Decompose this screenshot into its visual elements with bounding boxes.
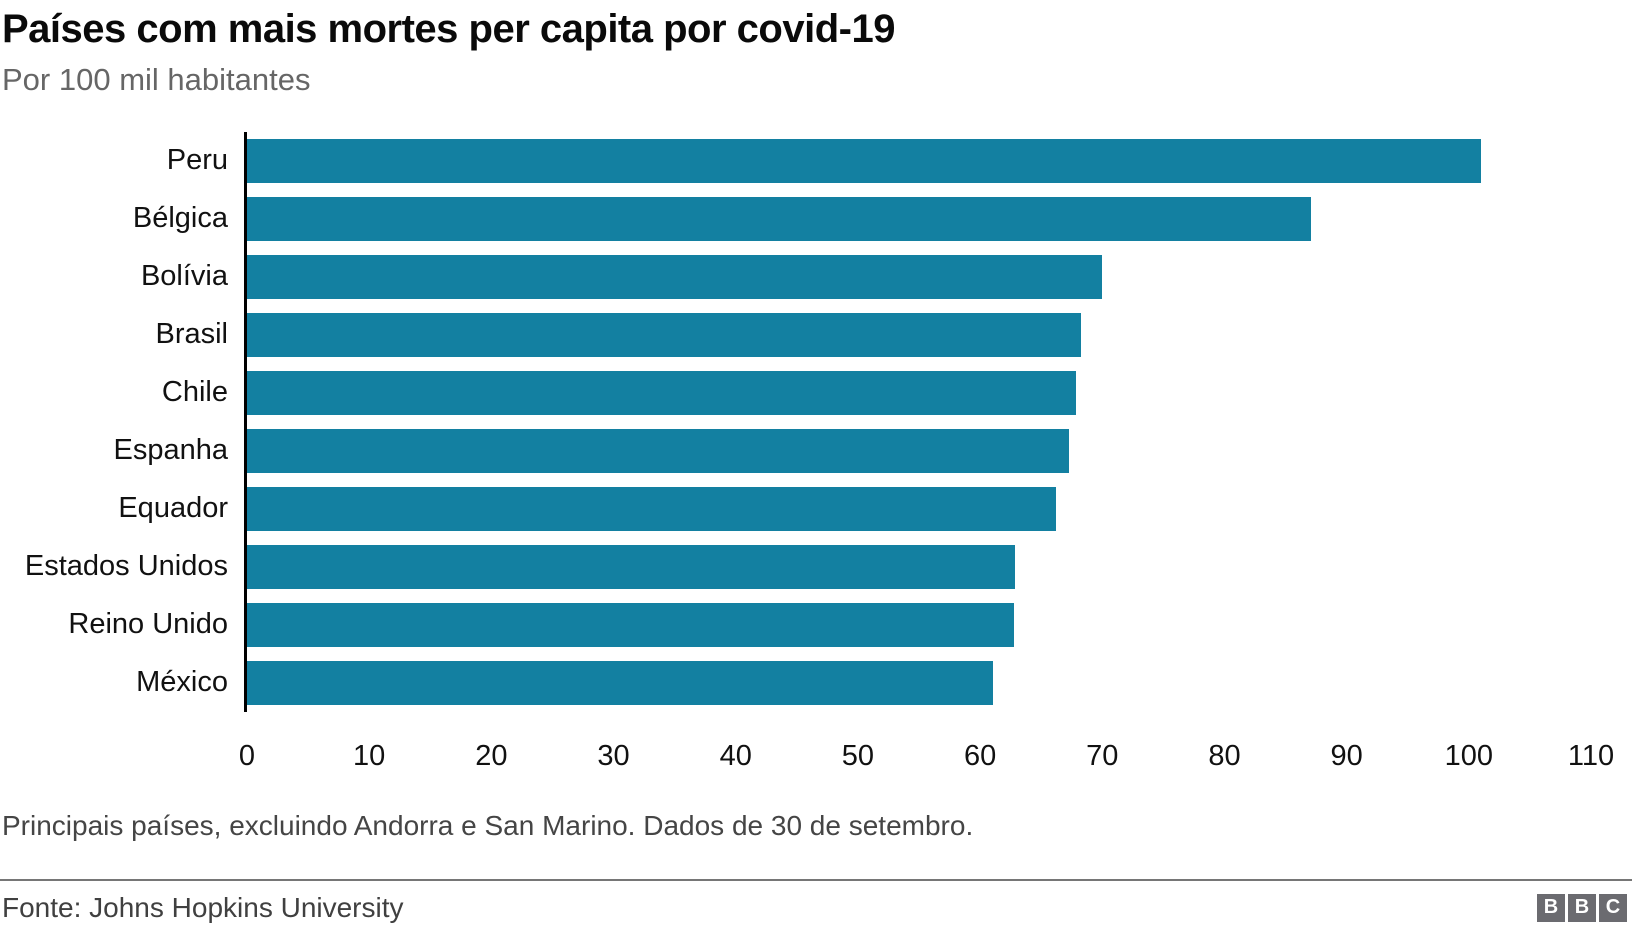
chart-row: México (0, 653, 1591, 712)
bbc-logo-letter: B (1537, 893, 1565, 922)
category-label: Reino Unido (68, 608, 228, 641)
bar-chile (247, 370, 1076, 415)
x-tick-label: 110 (1567, 739, 1615, 772)
chart-footnote: Principais países, excluindo Andorra e S… (2, 809, 974, 841)
bar-brasil (247, 312, 1081, 357)
category-label: Estados Unidos (24, 550, 228, 583)
plot-area (244, 131, 1588, 190)
category-label: Equador (118, 492, 228, 525)
bar-peru (247, 138, 1481, 183)
source-credit: Fonte: Johns Hopkins University (2, 891, 404, 923)
plot-area (244, 653, 1588, 712)
chart-title: Países com mais mortes per capita por co… (2, 7, 895, 51)
plot-area (244, 189, 1588, 248)
x-tick-label: 90 (1330, 739, 1363, 772)
x-tick-label: 20 (475, 739, 508, 772)
x-axis: 0 10 20 30 40 50 60 70 80 90 100 110 (239, 739, 1614, 780)
plot-area (244, 421, 1588, 480)
category-label: Bélgica (132, 202, 228, 235)
chart-row: Espanha (0, 421, 1591, 480)
bar-reino-unido (247, 602, 1014, 647)
bbc-logo-letter: C (1599, 893, 1627, 922)
x-tick-label: 60 (963, 739, 997, 772)
bbc-logo-letter: B (1568, 893, 1596, 922)
chart-row: Reino Unido (0, 595, 1591, 654)
plot-area (244, 479, 1588, 538)
chart-row: Equador (0, 479, 1591, 538)
bar-equador (247, 486, 1057, 531)
bar-espanha (247, 428, 1069, 473)
bar-belgica (247, 196, 1312, 241)
category-label: Bolívia (140, 260, 228, 293)
category-label: Brasil (155, 318, 228, 351)
bar-estados-unidos (247, 544, 1016, 589)
plot-area (244, 537, 1588, 596)
x-tick-label: 80 (1208, 739, 1241, 772)
x-tick-label: 30 (597, 739, 630, 772)
x-tick-label: 50 (841, 739, 875, 772)
bar-bolivia (247, 254, 1102, 299)
category-label: Espanha (113, 434, 229, 467)
footer-divider (0, 878, 1632, 881)
chart-row: Brasil (0, 305, 1591, 364)
x-tick-label: 100 (1444, 739, 1494, 772)
bar-chart: Peru Bélgica Bolívia Brasil Chile Espanha Equa… (0, 131, 1632, 780)
category-label: Chile (161, 376, 228, 409)
plot-area (244, 247, 1588, 306)
chart-row: Estados Unidos (0, 537, 1591, 596)
x-tick-label: 70 (1086, 739, 1119, 772)
chart-row: Chile (0, 363, 1591, 422)
x-tick-label: 0 (238, 739, 256, 772)
x-tick-label: 10 (353, 739, 386, 772)
chart-row: Peru (0, 131, 1591, 190)
x-tick-label: 40 (719, 739, 752, 772)
chart-row: Bolívia (0, 247, 1591, 306)
chart-row: Bélgica (0, 189, 1591, 248)
category-label: Peru (166, 144, 228, 177)
plot-area (244, 363, 1588, 422)
bar-mexico (247, 660, 994, 705)
category-label: México (136, 666, 228, 699)
chart-subtitle: Por 100 mil habitantes (2, 62, 311, 97)
chart-rows: Peru Bélgica Bolívia Brasil Chile Espanha Equa… (0, 131, 1591, 712)
plot-area (244, 595, 1588, 654)
plot-area (244, 305, 1588, 364)
